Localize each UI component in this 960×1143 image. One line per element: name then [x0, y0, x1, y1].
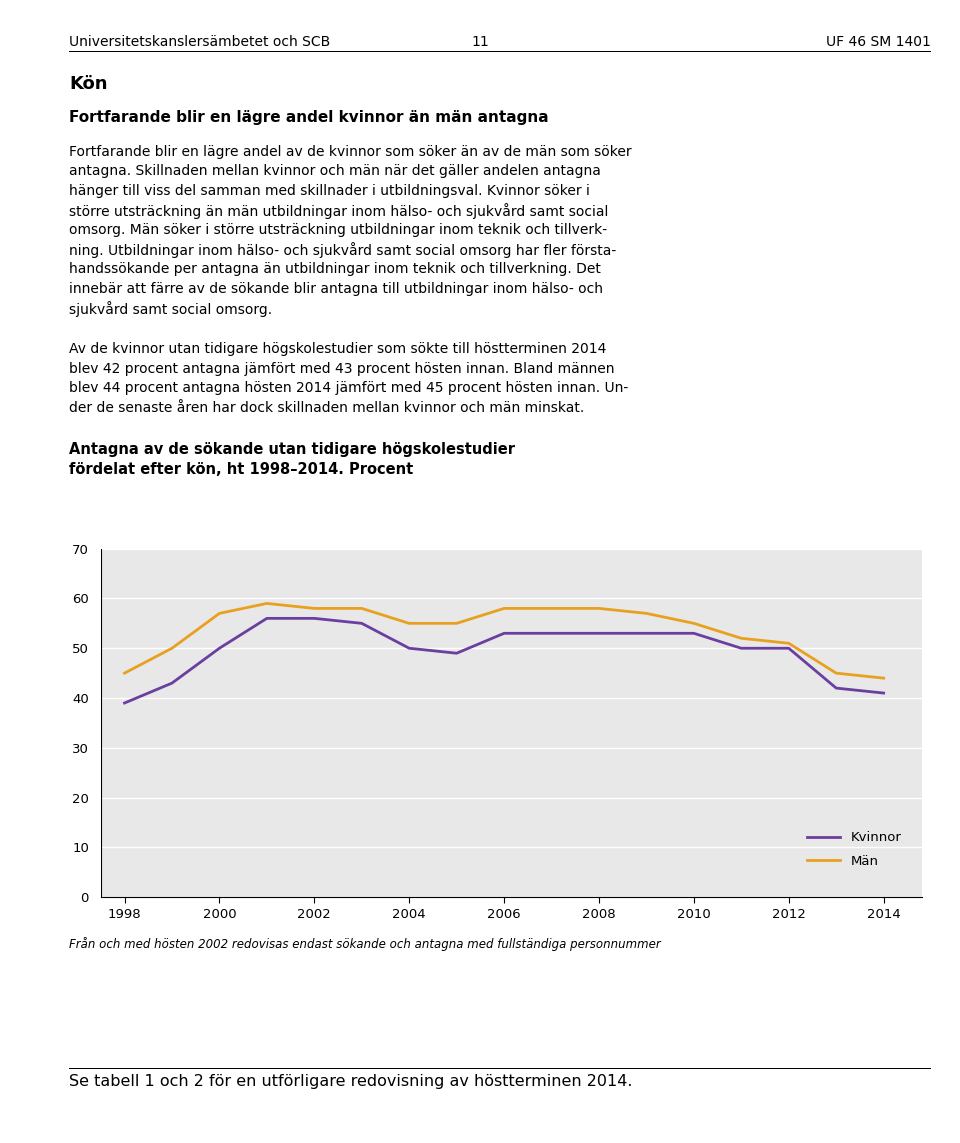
Text: omsorg. Män söker i större utsträckning utbildningar inom teknik och tillverk-: omsorg. Män söker i större utsträckning …: [69, 223, 608, 237]
Text: sjukvård samt social omsorg.: sjukvård samt social omsorg.: [69, 301, 273, 317]
Legend: Kvinnor, Män: Kvinnor, Män: [802, 826, 907, 873]
Text: Antagna av de sökande utan tidigare högskolestudier: Antagna av de sökande utan tidigare högs…: [69, 442, 516, 457]
Text: UF 46 SM 1401: UF 46 SM 1401: [827, 35, 931, 49]
Text: hänger till viss del samman med skillnader i utbildningsval. Kvinnor söker i: hänger till viss del samman med skillnad…: [69, 184, 590, 198]
Text: Se tabell 1 och 2 för en utförligare redovisning av höstterminen 2014.: Se tabell 1 och 2 för en utförligare red…: [69, 1074, 633, 1089]
Text: ning. Utbildningar inom hälso- och sjukvård samt social omsorg har fler första-: ning. Utbildningar inom hälso- och sjukv…: [69, 242, 616, 258]
Text: innebär att färre av de sökande blir antagna till utbildningar inom hälso- och: innebär att färre av de sökande blir ant…: [69, 281, 603, 296]
Text: der de senaste åren har dock skillnaden mellan kvinnor och män minskat.: der de senaste åren har dock skillnaden …: [69, 401, 585, 415]
Text: handssökande per antagna än utbildningar inom teknik och tillverkning. Det: handssökande per antagna än utbildningar…: [69, 262, 601, 275]
Text: blev 42 procent antagna jämfört med 43 procent hösten innan. Bland männen: blev 42 procent antagna jämfört med 43 p…: [69, 362, 614, 376]
Text: Fortfarande blir en lägre andel av de kvinnor som söker än av de män som söker: Fortfarande blir en lägre andel av de kv…: [69, 145, 632, 159]
Text: större utsträckning än män utbildningar inom hälso- och sjukvård samt social: större utsträckning än män utbildningar …: [69, 203, 609, 219]
Text: Kön: Kön: [69, 75, 108, 93]
Text: fördelat efter kön, ht 1998–2014. Procent: fördelat efter kön, ht 1998–2014. Procen…: [69, 462, 414, 477]
Text: 11: 11: [471, 35, 489, 49]
Text: Av de kvinnor utan tidigare högskolestudier som sökte till höstterminen 2014: Av de kvinnor utan tidigare högskolestud…: [69, 343, 607, 357]
Text: Från och med hösten 2002 redovisas endast sökande och antagna med fullständiga p: Från och med hösten 2002 redovisas endas…: [69, 937, 660, 951]
Text: blev 44 procent antagna hösten 2014 jämfört med 45 procent hösten innan. Un-: blev 44 procent antagna hösten 2014 jämf…: [69, 382, 629, 395]
Text: Universitetskanslersämbetet och SCB: Universitetskanslersämbetet och SCB: [69, 35, 330, 49]
Text: Fortfarande blir en lägre andel kvinnor än män antagna: Fortfarande blir en lägre andel kvinnor …: [69, 110, 549, 125]
Text: antagna. Skillnaden mellan kvinnor och män när det gäller andelen antagna: antagna. Skillnaden mellan kvinnor och m…: [69, 165, 601, 178]
